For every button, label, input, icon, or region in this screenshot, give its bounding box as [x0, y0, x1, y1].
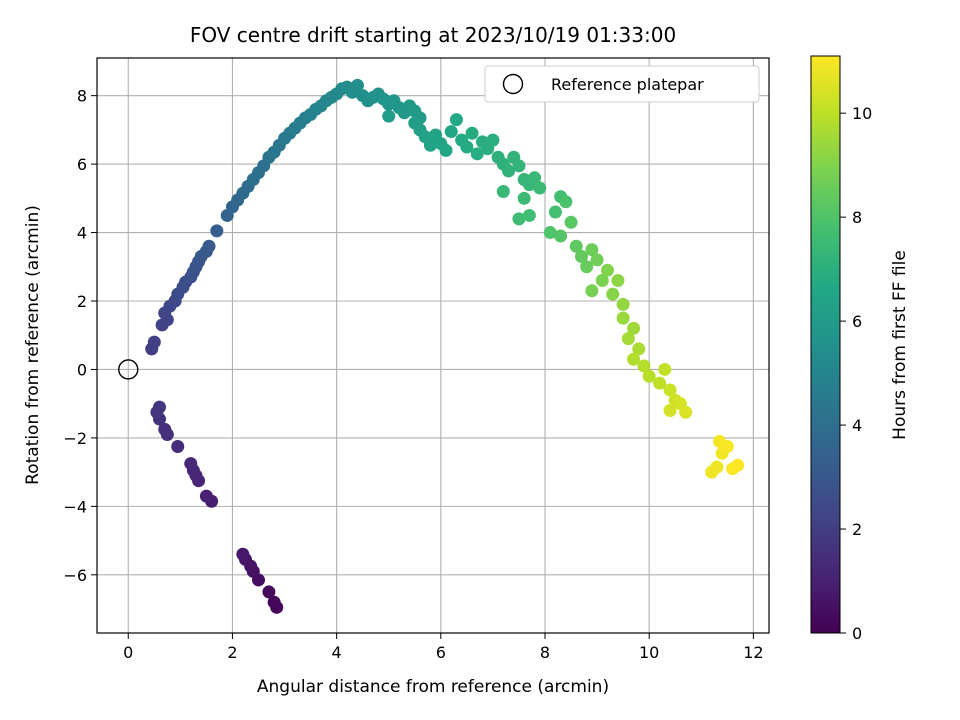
x-tick-label: 10: [639, 643, 659, 662]
scatter-point: [731, 458, 745, 472]
scatter-point: [616, 311, 630, 325]
legend: Reference platepar: [484, 65, 760, 103]
colorbar-tick-label: 2: [852, 520, 862, 539]
scatter-point: [153, 400, 167, 414]
scatter-point: [199, 489, 213, 503]
scatter-point: [611, 273, 625, 287]
scatter-point: [574, 250, 588, 264]
scatter-point: [543, 226, 557, 240]
axes-frame: [96, 57, 770, 634]
scatter-point: [621, 332, 635, 346]
legend-label: Reference platepar: [551, 75, 704, 94]
scatter-point: [502, 164, 516, 178]
scatter-points: [145, 78, 745, 614]
colorbar-ticks: 0 2 4 6 8 10: [840, 104, 872, 643]
colorbar-tick-label: 4: [852, 416, 862, 435]
scatter-point: [720, 439, 734, 453]
scatter-point: [350, 78, 364, 92]
colorbar-tick-label: 10: [852, 104, 872, 123]
scatter-point: [423, 138, 437, 152]
scatter-point: [236, 547, 250, 561]
scatter-point: [158, 422, 172, 436]
scatter-point: [210, 224, 224, 238]
scatter-point: [642, 369, 656, 383]
scatter-point: [147, 335, 161, 349]
legend-box: [484, 65, 760, 103]
scatter-point: [627, 352, 641, 366]
scatter-point: [548, 205, 562, 219]
scatter-point: [439, 143, 453, 157]
scatter-point: [512, 212, 526, 226]
scatter-point: [512, 159, 526, 173]
colorbar-tick-label: 8: [852, 208, 862, 227]
scatter-point: [470, 147, 484, 161]
reference-marker: [118, 359, 139, 380]
scatter-point: [533, 181, 547, 195]
scatter-point: [663, 383, 677, 397]
scatter-point: [585, 243, 599, 257]
scatter-point: [528, 171, 542, 185]
scatter-point: [585, 284, 599, 298]
colorbar: [810, 55, 841, 634]
scatter-point: [679, 405, 693, 419]
grid: [97, 58, 769, 633]
scatter-point: [601, 263, 615, 277]
legend-marker: [502, 73, 524, 95]
scatter-point: [569, 239, 583, 253]
scatter-point: [554, 229, 568, 243]
scatter-point: [627, 321, 641, 335]
scatter-point: [606, 287, 620, 301]
scatter-point: [522, 208, 536, 222]
y-tick-label: 2: [77, 292, 87, 311]
y-tick-label: 8: [77, 87, 87, 106]
scatter-point: [486, 133, 500, 147]
scatter-point: [632, 342, 646, 356]
x-axis: 0 2 4 6 8 10 12: [123, 633, 764, 662]
x-tick-label: 6: [436, 643, 446, 662]
x-axis-label: Angular distance from reference (arcmin): [257, 677, 609, 697]
scatter-point: [382, 109, 396, 123]
y-axis: −6 −4 −2 0 2 4 6 8: [63, 87, 97, 585]
x-tick-label: 0: [123, 643, 133, 662]
scatter-point: [580, 260, 594, 274]
y-tick-label: 6: [77, 155, 87, 174]
scatter-point: [444, 125, 458, 139]
x-tick-label: 4: [332, 643, 342, 662]
scatter-point: [184, 457, 198, 471]
scatter-point: [496, 184, 510, 198]
scatter-point: [590, 253, 604, 267]
y-tick-label: −6: [63, 566, 87, 585]
scatter-point: [202, 239, 216, 253]
y-tick-label: 0: [77, 360, 87, 379]
scatter-point: [637, 359, 651, 373]
y-tick-label: −4: [63, 497, 87, 516]
scatter-point: [705, 465, 719, 479]
scatter-point: [595, 273, 609, 287]
y-tick-label: 4: [77, 224, 87, 243]
scatter-point: [653, 376, 667, 390]
scatter-point: [658, 362, 672, 376]
scatter-point: [267, 595, 281, 609]
colorbar-label: Hours from first FF file: [890, 250, 910, 440]
scatter-point: [449, 113, 463, 127]
scatter-point: [171, 439, 185, 453]
chart-title: FOV centre drift starting at 2023/10/19 …: [190, 23, 676, 47]
x-tick-label: 12: [743, 643, 763, 662]
scatter-point: [564, 215, 578, 229]
scatter-point: [517, 191, 531, 205]
scatter-point: [559, 195, 573, 209]
colorbar-tick-label: 6: [852, 312, 862, 331]
colorbar-tick-label: 0: [852, 624, 862, 643]
x-tick-label: 8: [540, 643, 550, 662]
y-axis-label: Rotation from reference (arcmin): [23, 205, 43, 485]
x-tick-label: 2: [227, 643, 237, 662]
scatter-point: [616, 297, 630, 311]
scatter-point: [262, 585, 276, 599]
y-tick-label: −2: [63, 429, 87, 448]
scatter-point: [465, 126, 479, 140]
scatter-point: [460, 140, 474, 154]
scatter-point: [663, 404, 677, 418]
